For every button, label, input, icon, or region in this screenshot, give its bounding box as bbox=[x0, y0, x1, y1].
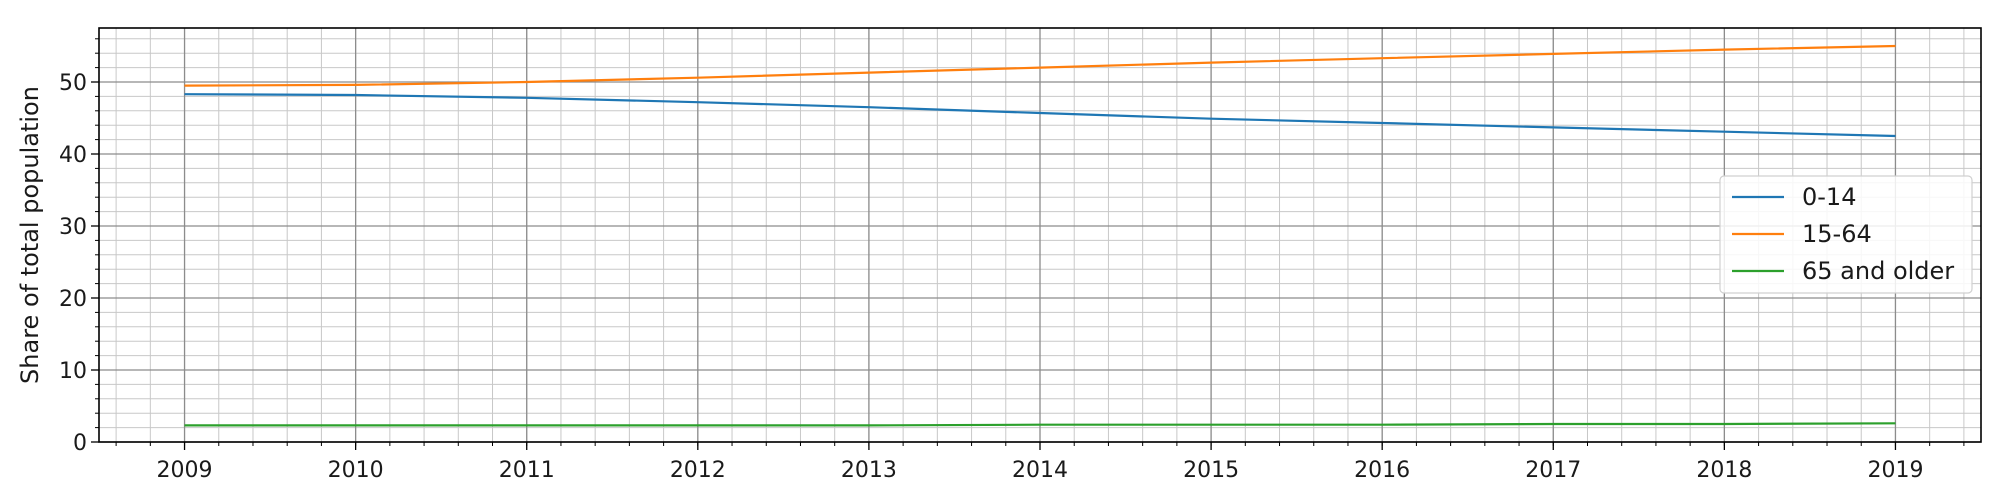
x-tick-label: 2013 bbox=[841, 458, 897, 483]
legend-label: 15-64 bbox=[1802, 220, 1872, 248]
y-tick-label: 40 bbox=[59, 143, 87, 168]
series-line-65-and-older bbox=[184, 422, 1896, 427]
x-tick-label: 2009 bbox=[157, 458, 213, 483]
x-tick-label: 2019 bbox=[1867, 458, 1923, 483]
x-tick-label: 2010 bbox=[328, 458, 384, 483]
y-tick-label: 50 bbox=[59, 71, 87, 96]
legend-label: 0-14 bbox=[1802, 183, 1856, 211]
x-tick-label: 2012 bbox=[670, 458, 726, 483]
x-axis: 2009 2010 2011 2012 2013 2014 2015 2016 2017 2018… bbox=[115, 442, 1965, 483]
y-tick-label: 10 bbox=[59, 359, 87, 384]
y-axis: 0 10 20 30 40 50 bbox=[59, 38, 99, 456]
y-axis-title: Share of total population bbox=[16, 86, 44, 384]
x-tick-label: 2017 bbox=[1525, 458, 1581, 483]
major-grid bbox=[99, 28, 1981, 443]
legend-box bbox=[1719, 175, 1973, 294]
x-tick-label: 2015 bbox=[1183, 458, 1239, 483]
legend: 0-14 15-64 65 and older bbox=[1719, 175, 1973, 294]
y-tick-label: 20 bbox=[59, 287, 87, 312]
x-tick-label: 2011 bbox=[499, 458, 555, 483]
x-tick-label: 2016 bbox=[1354, 458, 1410, 483]
legend-label: 65 and older bbox=[1802, 257, 1954, 285]
series-line-15-64 bbox=[184, 44, 1896, 87]
series-lines bbox=[184, 44, 1896, 427]
y-tick-label: 0 bbox=[73, 431, 87, 456]
y-tick-label: 30 bbox=[59, 215, 87, 240]
x-tick-label: 2014 bbox=[1012, 458, 1068, 483]
x-tick-label: 2018 bbox=[1696, 458, 1752, 483]
series-line-0-14 bbox=[184, 93, 1896, 138]
